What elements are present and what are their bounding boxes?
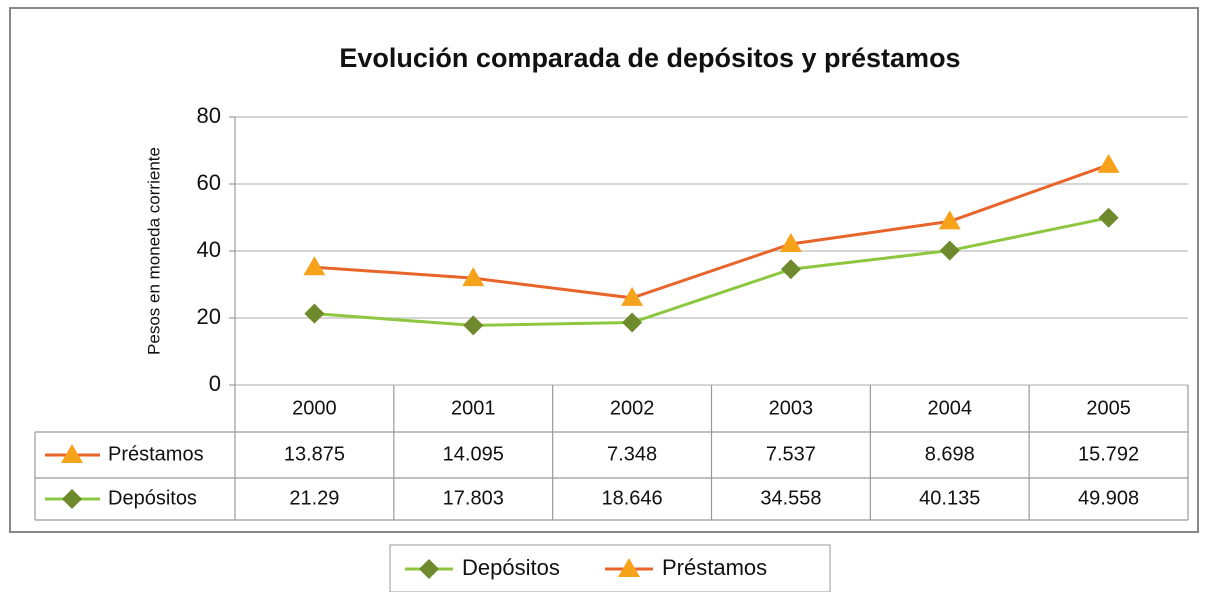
table-value: 7.537 [766,443,816,465]
y-tick-label: 0 [209,371,221,396]
x-tick-label: 2000 [292,397,337,419]
marker [463,315,484,336]
marker [621,286,644,306]
marker [62,489,82,509]
table-value: 13.875 [284,443,345,465]
x-tick-label: 2005 [1086,397,1131,419]
marker [939,240,960,261]
marker [618,558,640,577]
y-tick-label: 60 [197,170,221,195]
x-tick-label: 2001 [451,397,496,419]
series-line [314,163,1110,300]
x-tick-label: 2002 [610,397,655,419]
marker [419,559,439,579]
chart-frame [9,7,1199,533]
y-tick-label: 20 [197,304,221,329]
marker [304,303,325,324]
marker [779,232,802,252]
table-value: 17.803 [443,487,504,509]
table-value: 7.348 [607,443,657,465]
chart-title: Evolución comparada de depósitos y prést… [339,43,960,73]
x-tick-label: 2004 [928,397,973,419]
series-line [314,216,1109,327]
table-series-label: Préstamos [108,443,204,465]
marker [938,210,961,230]
y-axis-label: Pesos en moneda corriente [144,147,163,355]
table-value: 14.095 [443,443,504,465]
table-value: 18.646 [601,487,662,509]
marker [61,444,83,463]
table-value: 15.792 [1078,443,1139,465]
marker [1098,207,1119,228]
marker [462,267,485,287]
y-tick-label: 80 [197,103,221,128]
marker [780,259,801,280]
marker [1097,153,1120,173]
y-tick-label: 40 [197,237,221,262]
table-series-label: Depósitos [108,487,197,509]
table-value: 49.908 [1078,487,1139,509]
table-value: 21.29 [289,487,339,509]
table-value: 34.558 [760,487,821,509]
marker [622,312,643,333]
marker [303,256,326,276]
legend-label: Préstamos [662,555,767,580]
table-value: 40.135 [919,487,980,509]
legend-label: Depósitos [462,555,560,580]
x-tick-label: 2003 [769,397,814,419]
table-value: 8.698 [925,443,975,465]
